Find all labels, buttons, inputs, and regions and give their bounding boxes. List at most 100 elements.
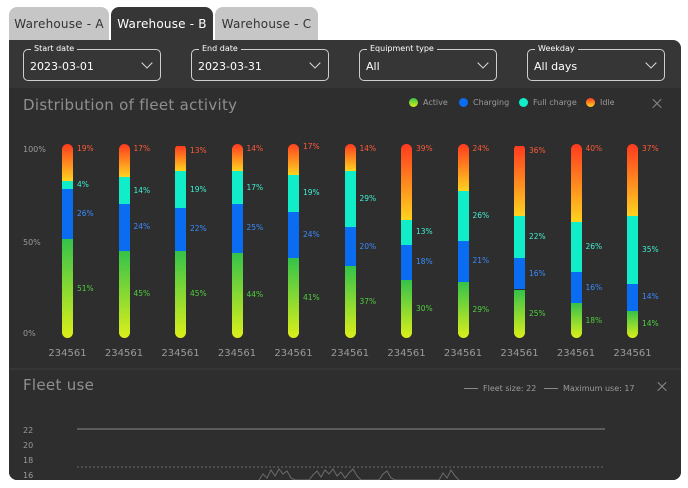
end-date-select[interactable]: End date 2023-03-31 <box>191 44 329 81</box>
full-charge-segment <box>231 171 243 205</box>
idle-segment <box>231 144 243 172</box>
full-value-label: 17% <box>246 182 264 192</box>
full-charge-segment <box>627 215 638 284</box>
tab-warehouse-a[interactable]: Warehouse - A <box>9 7 109 41</box>
weekday-select[interactable]: Weekday All days <box>527 44 665 81</box>
y-tick-100: 100% <box>23 145 46 154</box>
full-charge-segment <box>457 190 469 241</box>
y-tick-0: 0% <box>23 329 36 338</box>
active-segment <box>401 279 412 338</box>
legend-swatch <box>586 98 595 107</box>
stacked-bar[interactable] <box>514 144 525 338</box>
stacked-bar[interactable] <box>62 144 73 338</box>
charging-value-label: 25% <box>246 223 264 233</box>
active-value-label: 41% <box>303 293 320 303</box>
x-tick-label: 234561 <box>274 348 313 359</box>
end-date-label: End date <box>199 44 241 53</box>
stacked-bar[interactable] <box>175 144 186 338</box>
stacked-bar[interactable] <box>231 144 243 338</box>
active-value-label: 51% <box>77 283 94 293</box>
charging-value-label: 18% <box>416 257 433 267</box>
full-value-label: 29% <box>359 194 377 204</box>
full-value-label: 14% <box>133 185 151 195</box>
y-tick-50: 50% <box>23 238 41 247</box>
fleet-y-tick: 18 <box>23 456 34 465</box>
dashboard-panel: Start date 2023-03-01 End date 2023-03-3… <box>9 40 681 480</box>
full-charge-segment <box>62 180 73 189</box>
equipment-type-select[interactable]: Equipment type All <box>359 44 497 81</box>
x-tick-label: 234561 <box>104 348 144 359</box>
full-value-label: 19% <box>303 188 320 198</box>
charging-segment <box>288 211 299 259</box>
active-segment <box>570 303 582 338</box>
idle-value-label: 19% <box>77 144 94 153</box>
maximum-use-legend: Maximum use: 17 <box>544 384 635 393</box>
active-segment <box>231 252 243 338</box>
equipment-type-label: Equipment type <box>367 44 437 53</box>
stacked-bar[interactable] <box>118 144 130 338</box>
active-value-label: 18% <box>585 315 603 325</box>
fleet-use-line <box>258 468 460 480</box>
stacked-bar[interactable] <box>401 144 412 338</box>
idle-value-label: 14% <box>246 144 264 153</box>
idle-segment <box>344 144 356 172</box>
legend-charging: Charging <box>459 98 509 107</box>
active-value-label: 29% <box>472 304 490 314</box>
charging-value-label: 24% <box>303 230 320 240</box>
x-tick-label: 234561 <box>387 348 426 359</box>
active-value-label: 45% <box>133 289 151 299</box>
idle-segment <box>570 144 582 222</box>
start-date-select[interactable]: Start date 2023-03-01 <box>23 44 161 81</box>
idle-value-label: 36% <box>529 145 546 155</box>
idle-value-label: 24% <box>472 144 490 153</box>
charging-segment <box>118 204 130 251</box>
tab-label: Warehouse - B <box>117 17 207 31</box>
active-segment <box>457 281 469 338</box>
charging-value-label: 20% <box>359 241 377 251</box>
charging-value-label: 14% <box>642 292 659 302</box>
idle-segment <box>288 144 299 176</box>
idle-value-label: 40% <box>585 144 603 153</box>
active-segment <box>118 250 130 338</box>
fleet-use-chart <box>77 428 605 480</box>
full-value-label: 19% <box>190 184 207 194</box>
idle-value-label: 14% <box>359 144 377 153</box>
idle-segment <box>514 145 525 216</box>
charging-value-label: 16% <box>585 282 603 292</box>
stacked-bar[interactable] <box>344 144 356 338</box>
charging-segment <box>627 283 638 311</box>
charging-segment <box>514 258 525 290</box>
fleet-y-tick: 16 <box>23 471 34 480</box>
idle-segment <box>62 144 73 181</box>
legend-swatch <box>519 98 528 107</box>
fleet-activity-section: Distribution of fleet activity Active Ch… <box>9 88 681 368</box>
charging-segment <box>175 208 186 251</box>
idle-segment <box>175 145 186 172</box>
fleet-use-section: Fleet use Fleet size: 22 Maximum use: 17… <box>9 370 681 480</box>
full-value-label: 26% <box>472 210 490 220</box>
charging-segment <box>570 272 582 304</box>
x-tick-label: 234561 <box>443 348 483 359</box>
tab-warehouse-b[interactable]: Warehouse - B <box>111 7 213 41</box>
fleet-use-title: Fleet use <box>23 376 95 394</box>
stacked-bar[interactable] <box>627 144 638 338</box>
legend-swatch <box>409 98 418 107</box>
start-date-value: 2023-03-01 <box>30 60 94 73</box>
stacked-bar[interactable] <box>288 144 299 338</box>
stacked-bar[interactable] <box>457 144 469 338</box>
full-charge-segment <box>344 171 356 228</box>
idle-value-label: 17% <box>303 142 320 152</box>
charging-segment <box>344 227 356 267</box>
tab-warehouse-c[interactable]: Warehouse - C <box>215 7 318 41</box>
idle-value-label: 13% <box>190 145 207 155</box>
fleet-y-tick: 20 <box>23 441 34 450</box>
full-charge-segment <box>514 215 525 259</box>
active-segment <box>627 310 638 338</box>
idle-segment <box>118 144 130 177</box>
idle-value-label: 39% <box>416 144 433 153</box>
x-tick-label: 234561 <box>556 348 596 359</box>
idle-segment <box>457 144 469 191</box>
stacked-bar[interactable] <box>570 144 582 338</box>
x-tick-label: 234561 <box>330 348 370 359</box>
expand-icon[interactable] <box>651 99 661 109</box>
